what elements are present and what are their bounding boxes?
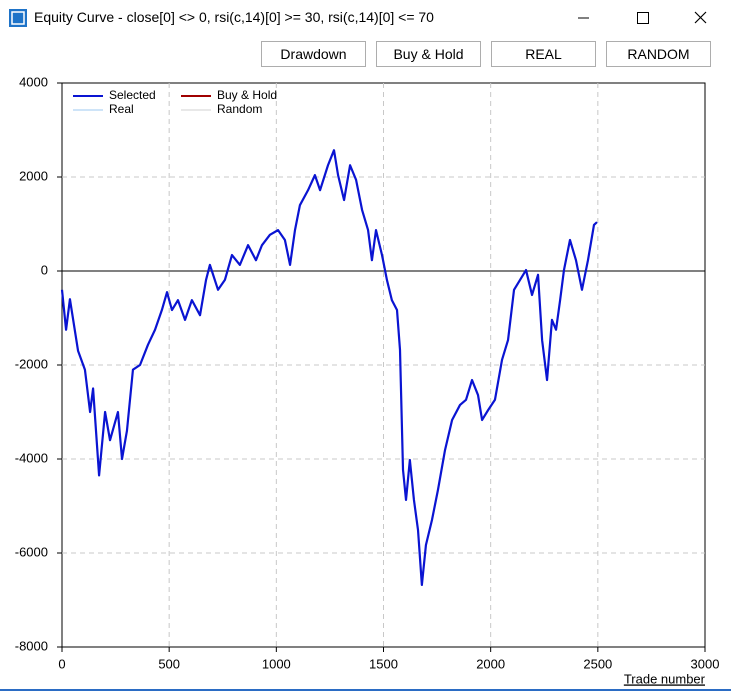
y-tick-label: -6000 bbox=[15, 544, 48, 559]
y-tick-label: 4000 bbox=[19, 74, 48, 89]
x-tick-label: 2000 bbox=[476, 656, 505, 671]
legend-label: Selected bbox=[109, 88, 156, 102]
x-tick-label: 1500 bbox=[369, 656, 398, 671]
equity-line bbox=[60, 149, 598, 587]
x-axis-label: Trade number bbox=[624, 671, 706, 686]
window-title: Equity Curve - close[0] <> 0, rsi(c,14)[… bbox=[34, 9, 434, 25]
y-tick-label: -8000 bbox=[15, 638, 48, 653]
maximize-button[interactable] bbox=[637, 12, 649, 24]
y-tick-label: -2000 bbox=[15, 356, 48, 371]
close-button[interactable] bbox=[694, 11, 707, 24]
legend-label: Random bbox=[217, 102, 262, 116]
title-bar-icons bbox=[9, 9, 707, 27]
window-border bbox=[0, 689, 731, 691]
y-tick-label: -4000 bbox=[15, 450, 48, 465]
x-tick-label: 500 bbox=[158, 656, 180, 671]
x-tick-label: 3000 bbox=[691, 656, 720, 671]
y-tick-label: 0 bbox=[41, 262, 48, 277]
app-icon-glyph bbox=[11, 11, 25, 25]
drawdown-button[interactable]: Drawdown bbox=[261, 41, 366, 67]
y-tick-label: 2000 bbox=[19, 168, 48, 183]
x-tick-label: 1000 bbox=[262, 656, 291, 671]
random-button[interactable]: RANDOM bbox=[606, 41, 711, 67]
buy-hold-button[interactable]: Buy & Hold bbox=[376, 41, 481, 67]
title-bar: Equity Curve - close[0] <> 0, rsi(c,14)[… bbox=[0, 0, 731, 36]
x-tick-label: 0 bbox=[58, 656, 65, 671]
legend-label: Buy & Hold bbox=[217, 88, 277, 102]
legend-label: Real bbox=[109, 102, 134, 116]
plot-area bbox=[61, 82, 706, 648]
real-button[interactable]: REAL bbox=[491, 41, 596, 67]
x-tick-label: 2500 bbox=[583, 656, 612, 671]
app-icon bbox=[9, 9, 27, 27]
